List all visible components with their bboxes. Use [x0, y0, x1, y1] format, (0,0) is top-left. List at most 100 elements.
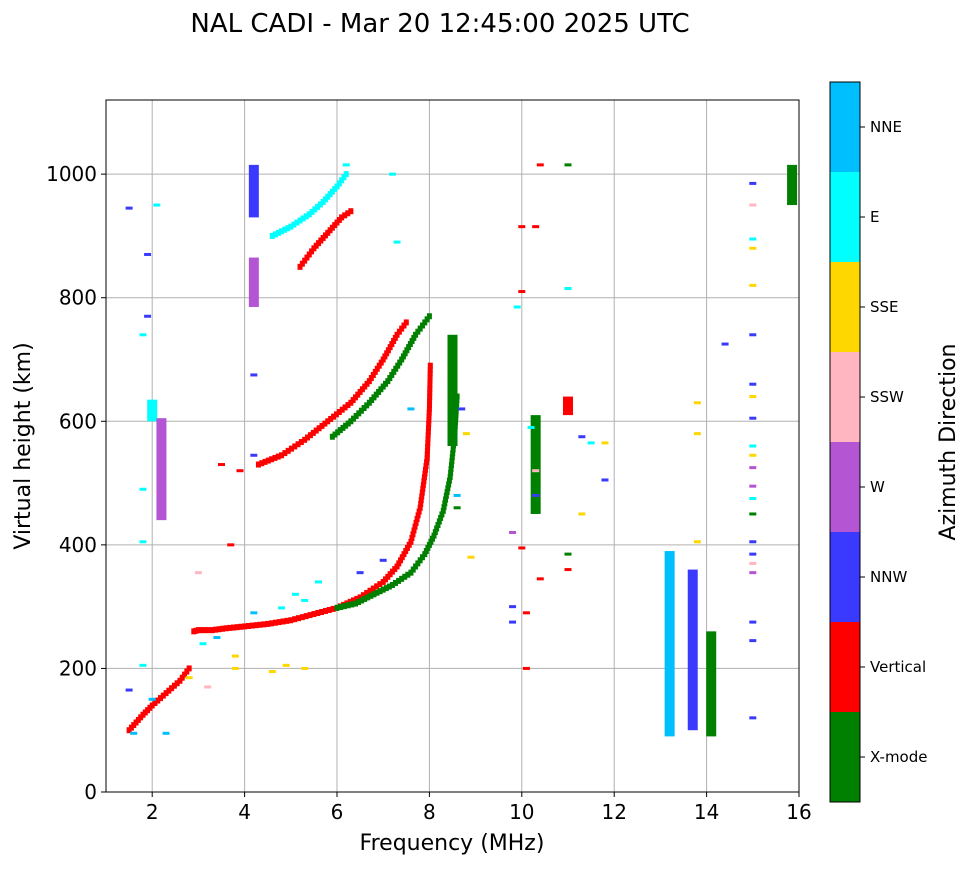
- echo-point: [509, 531, 517, 534]
- echo-point: [453, 408, 459, 415]
- echo-point: [407, 341, 413, 348]
- echo-point: [303, 213, 309, 220]
- echo-point: [269, 456, 275, 463]
- echo-point: [415, 328, 421, 335]
- echo-point: [341, 603, 347, 610]
- echo-point: [337, 427, 343, 434]
- echo-point: [425, 436, 431, 443]
- echo-point: [419, 493, 425, 500]
- echo-point: [444, 488, 450, 495]
- echo-point: [421, 478, 427, 485]
- echo-point: [749, 444, 757, 448]
- echo-point: [422, 470, 428, 477]
- echo-point: [425, 432, 431, 439]
- echo-point: [295, 441, 301, 448]
- echo-point: [268, 670, 276, 674]
- x-tick-label: 8: [423, 800, 436, 824]
- echo-point: [279, 228, 285, 235]
- echo-point: [532, 493, 540, 497]
- plot-frame: [105, 99, 800, 793]
- echo-point: [426, 421, 432, 428]
- echo-point: [204, 685, 212, 689]
- echo-point: [297, 263, 303, 270]
- echo-point: [177, 677, 183, 684]
- echo-point: [149, 702, 155, 709]
- echo-point: [522, 611, 530, 615]
- echo-point: [420, 481, 426, 488]
- echo-point: [272, 231, 278, 238]
- echo-point: [387, 375, 393, 382]
- echo-point: [202, 627, 208, 634]
- echo-point: [434, 525, 440, 532]
- echo-point: [278, 606, 286, 610]
- echo-point: [282, 226, 288, 233]
- echo-column: [563, 396, 573, 416]
- colorbar-swatch: [830, 442, 860, 532]
- echo-point: [153, 203, 161, 207]
- colorbar-swatch: [830, 82, 860, 172]
- echo-point: [451, 438, 457, 445]
- echo-point: [451, 442, 457, 449]
- echo-point: [352, 600, 358, 607]
- echo-point: [365, 594, 371, 601]
- echo-point: [195, 627, 201, 634]
- echo-point: [292, 616, 298, 623]
- echo-point: [426, 409, 432, 416]
- echo-point: [265, 457, 271, 464]
- echo-point: [425, 440, 431, 447]
- echo-point: [319, 608, 325, 615]
- echo-point: [342, 163, 350, 167]
- echo-point: [380, 586, 386, 593]
- echo-point: [223, 625, 229, 632]
- echo-point: [439, 511, 445, 518]
- echo-point: [199, 642, 207, 646]
- colorbar-tick-label: SSE: [870, 298, 899, 316]
- echo-point: [317, 201, 323, 208]
- echo-point: [601, 478, 609, 482]
- echo-point: [291, 221, 297, 228]
- echo-point: [420, 485, 426, 492]
- echo-point: [410, 566, 416, 573]
- echo-point: [185, 676, 193, 680]
- echo-point: [426, 417, 432, 424]
- echo-point: [307, 612, 313, 619]
- echo-point: [749, 181, 757, 185]
- echo-point: [378, 359, 384, 366]
- echo-column: [787, 164, 798, 206]
- echo-point: [332, 431, 338, 438]
- echo-point: [361, 405, 367, 412]
- echo-point: [336, 409, 342, 416]
- echo-point: [301, 598, 309, 602]
- echo-point: [419, 322, 425, 329]
- echo-point: [199, 627, 205, 634]
- echo-point: [315, 610, 321, 617]
- echo-point: [394, 331, 400, 338]
- echo-point: [749, 246, 757, 250]
- y-tick-label: 600: [59, 409, 97, 433]
- x-tick-label: 10: [509, 800, 534, 824]
- echo-point: [351, 415, 356, 422]
- echo-point: [417, 325, 423, 332]
- echo-point: [234, 624, 240, 631]
- echo-point: [404, 544, 410, 551]
- colorbar-tick-label: NNE: [870, 118, 902, 136]
- echo-point: [297, 217, 303, 224]
- echo-point: [453, 412, 459, 419]
- echo-point: [370, 371, 376, 378]
- echo-point: [303, 613, 309, 620]
- echo-point: [356, 410, 362, 417]
- echo-point: [216, 626, 222, 633]
- echo-point: [427, 394, 433, 401]
- echo-point: [288, 445, 294, 452]
- echo-point: [348, 208, 354, 215]
- echo-point: [206, 627, 212, 634]
- echo-point: [341, 174, 347, 181]
- x-tick-label: 14: [694, 800, 719, 824]
- echo-point: [411, 527, 417, 534]
- echo-point: [402, 573, 408, 580]
- echo-point: [452, 423, 458, 430]
- echo-point: [527, 425, 535, 429]
- echo-point: [299, 614, 305, 621]
- x-axis-label: Frequency (MHz): [360, 831, 545, 856]
- echo-point: [130, 731, 138, 735]
